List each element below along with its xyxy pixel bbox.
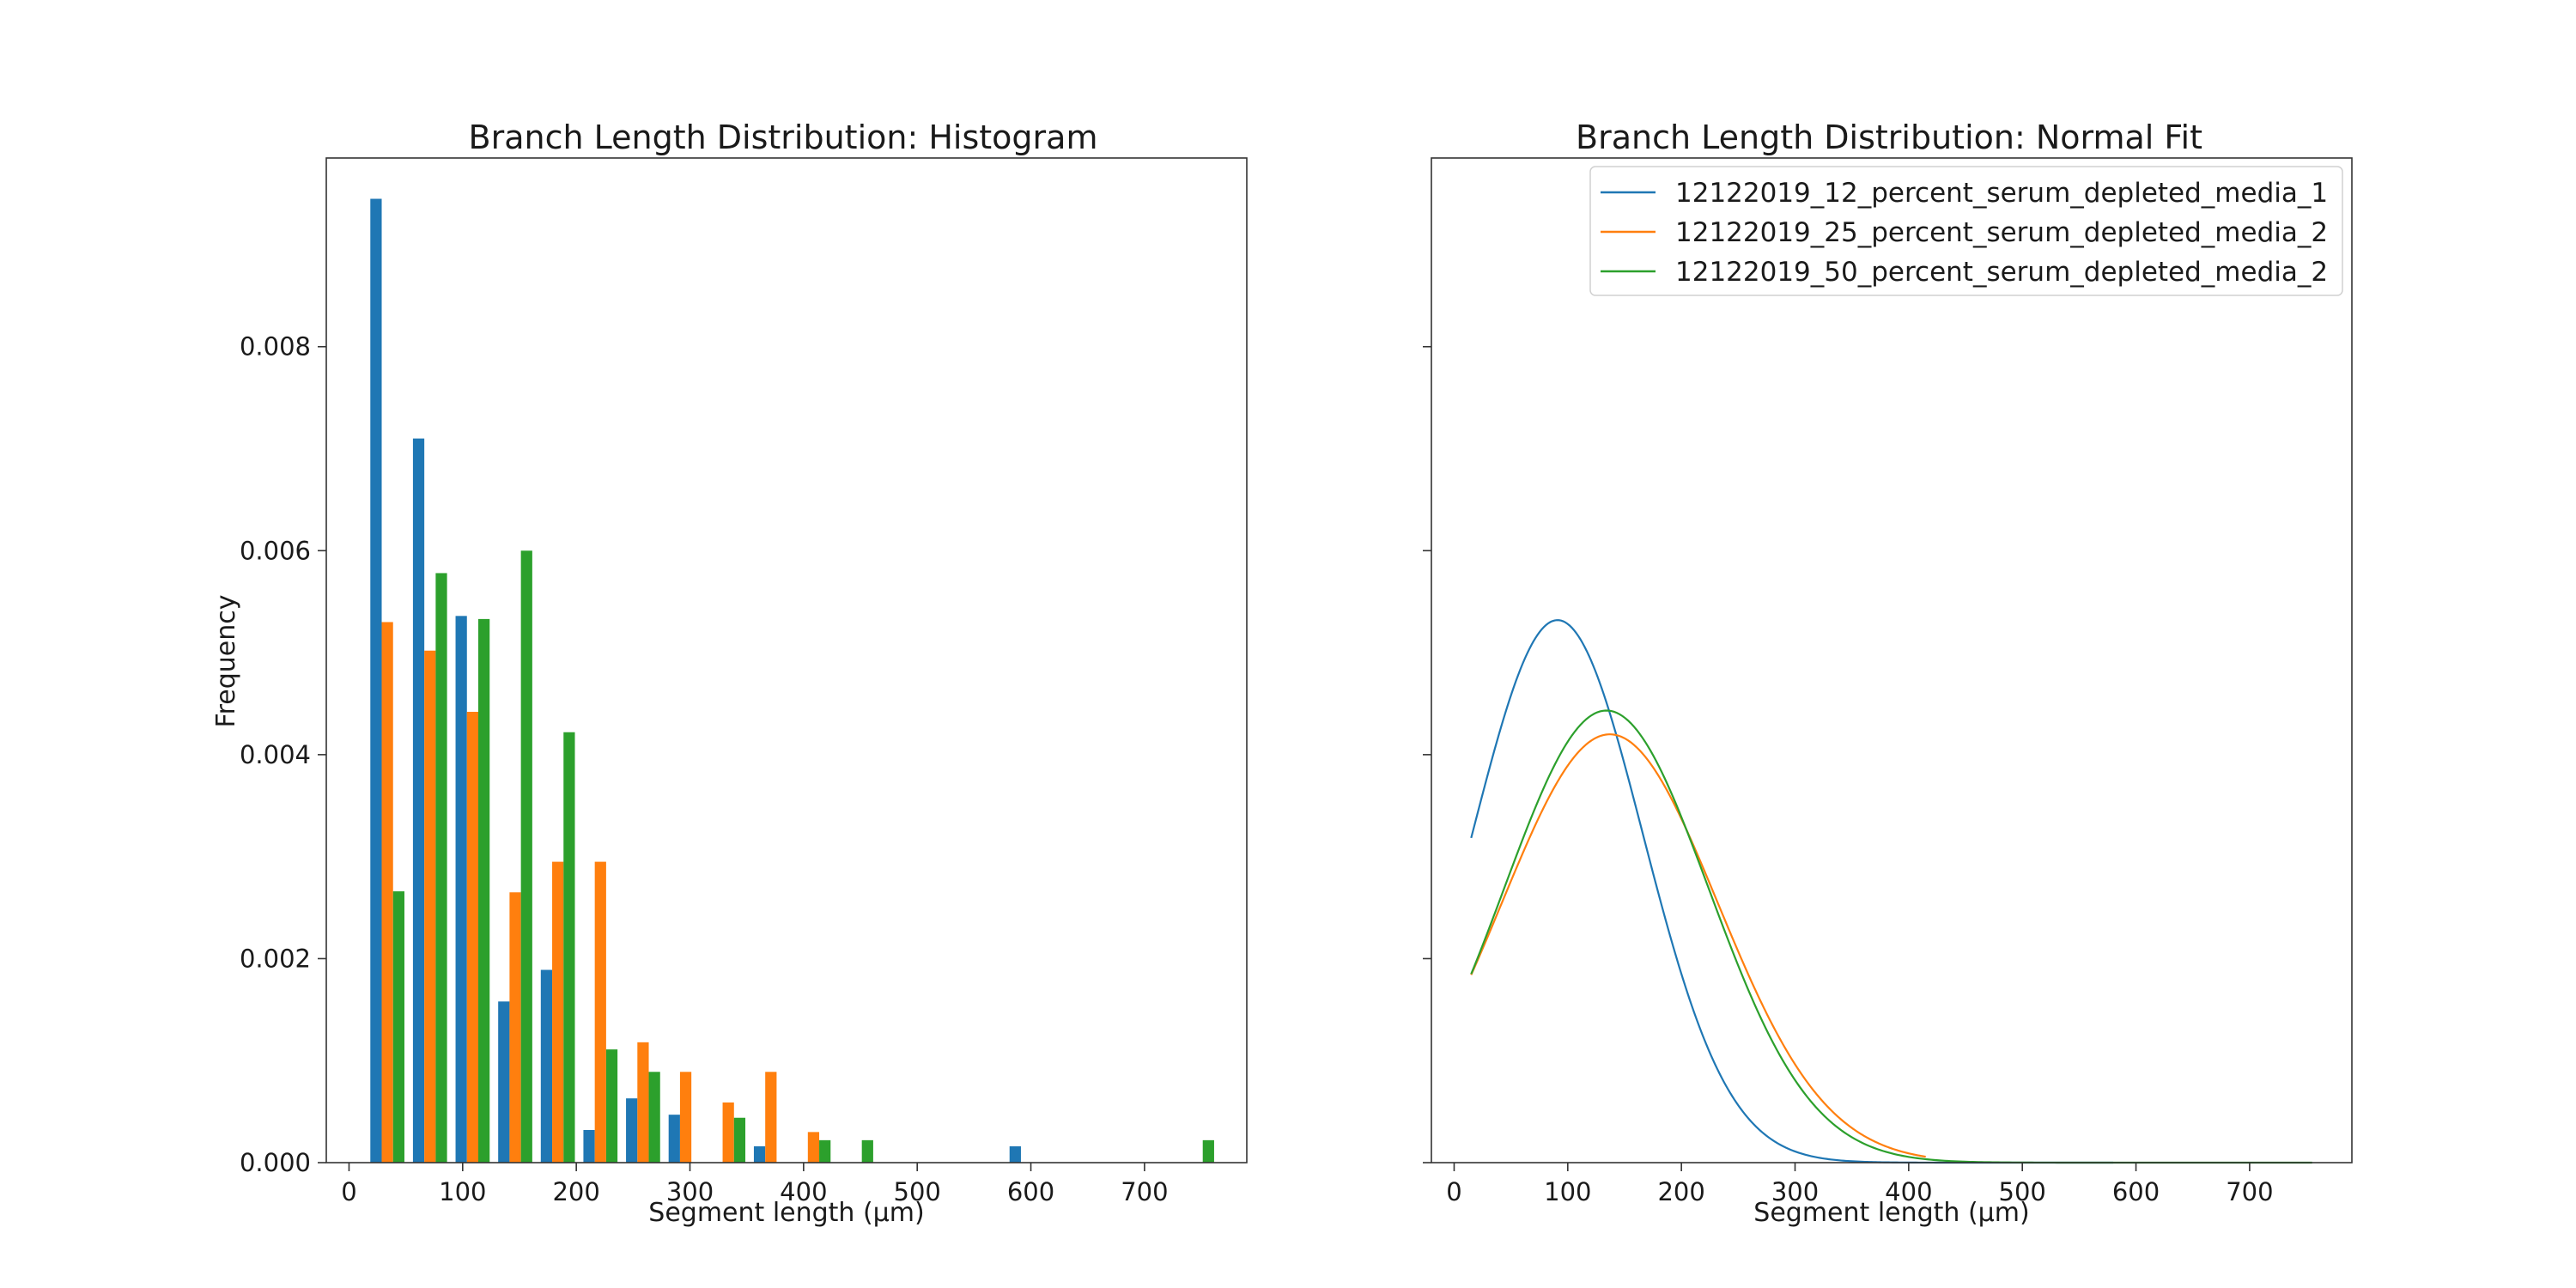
histogram-plot-frame [325, 157, 1248, 1163]
x-tick-label: 0 [1446, 1177, 1461, 1206]
x-tick-label: 700 [1121, 1177, 1168, 1206]
histogram-bar [455, 616, 467, 1163]
x-tick-label: 700 [2226, 1177, 2273, 1206]
x-tick-label: 200 [552, 1177, 599, 1206]
histogram-bar [478, 618, 490, 1163]
histogram-x-axis-label: Segment length (μm) [648, 1198, 924, 1228]
y-tick-label: 0.002 [240, 944, 311, 973]
histogram-bar [552, 861, 564, 1163]
y-tick-label: 0.004 [240, 740, 311, 769]
histogram-bar [370, 198, 382, 1163]
y-tick-label: 0.008 [240, 332, 311, 361]
histogram-bar [765, 1072, 777, 1163]
histogram-bar [753, 1145, 766, 1163]
x-tick-label: 100 [439, 1177, 486, 1206]
histogram-bar [583, 1129, 595, 1163]
x-tick-label: 400 [780, 1177, 827, 1206]
histogram-y-axis-label: Frequency [211, 595, 241, 728]
x-tick-label: 300 [666, 1177, 714, 1206]
histogram-x-ticks: 0 100 200 300 400 500 600 700 [341, 1163, 1169, 1206]
histogram-bar [520, 550, 532, 1163]
x-tick-label: 500 [1999, 1177, 2046, 1206]
x-tick-label: 100 [1544, 1177, 1591, 1206]
histogram-bar [722, 1102, 734, 1163]
x-tick-label: 600 [1007, 1177, 1054, 1206]
legend-label: 12122019_50_percent_serum_depleted_media… [1675, 257, 2328, 288]
x-tick-label: 0 [341, 1177, 356, 1206]
histogram-bar [626, 1098, 638, 1163]
histogram-bar [861, 1139, 873, 1163]
histogram-bar [498, 1001, 510, 1163]
legend-label: 12122019_25_percent_serum_depleted_media… [1675, 217, 2328, 248]
normal-fit-legend: 12122019_12_percent_serum_depleted_media… [1589, 166, 2343, 296]
histogram-bar [540, 969, 553, 1163]
legend-box [1589, 166, 2343, 296]
histogram-axes: Branch Length Distribution: Histogram 0 1… [211, 118, 1248, 1228]
x-tick-label: 500 [894, 1177, 941, 1206]
normal-fit-title: Branch Length Distribution: Normal Fit [1576, 118, 2202, 156]
histogram-bar [594, 861, 606, 1163]
histogram-bar [392, 891, 404, 1163]
y-tick-label: 0.000 [240, 1148, 311, 1177]
histogram-bar [648, 1072, 660, 1163]
histogram-bar [563, 732, 575, 1163]
x-tick-label: 300 [1771, 1177, 1819, 1206]
x-tick-label: 200 [1657, 1177, 1704, 1206]
histogram-bar [605, 1049, 618, 1163]
normal-fit-x-axis-label: Segment length (μm) [1753, 1198, 2029, 1228]
normal-fit-x-ticks: 0 100 200 300 400 500 600 700 [1446, 1163, 2274, 1206]
normal-fit-curve [1470, 709, 2312, 1164]
normal-fit-curve [1470, 733, 1926, 1158]
legend-label: 12122019_12_percent_serum_depleted_media… [1675, 178, 2328, 209]
histogram-bar [1009, 1145, 1021, 1163]
x-tick-label: 600 [2112, 1177, 2160, 1206]
normal-fit-axes: Branch Length Distribution: Normal Fit 0… [1423, 118, 2353, 1228]
histogram-bar [668, 1115, 680, 1163]
histogram-bar [1202, 1139, 1214, 1163]
normal-fit-plot-frame [1431, 157, 2353, 1163]
histogram-y-ticks: 0.000 0.002 0.004 0.006 0.008 [240, 332, 326, 1177]
histogram-bar [381, 622, 393, 1163]
histogram-title: Branch Length Distribution: Histogram [469, 118, 1098, 156]
histogram-bar [466, 711, 479, 1163]
histogram-bar [733, 1117, 746, 1163]
normal-fit-curves [1470, 619, 2312, 1164]
normal-fit-y-ticks [1423, 345, 1431, 1163]
histogram-bar [509, 892, 521, 1163]
histogram-bar [819, 1139, 831, 1163]
histogram-bars [370, 198, 1214, 1163]
x-tick-label: 400 [1885, 1177, 1932, 1206]
histogram-bar [807, 1132, 820, 1163]
histogram-bar [412, 438, 425, 1163]
histogram-bar [679, 1072, 692, 1163]
y-tick-label: 0.006 [240, 536, 311, 565]
histogram-bar [637, 1042, 649, 1163]
histogram-bar [424, 650, 436, 1163]
normal-fit-curve [1470, 619, 2114, 1164]
histogram-bar [435, 573, 447, 1163]
